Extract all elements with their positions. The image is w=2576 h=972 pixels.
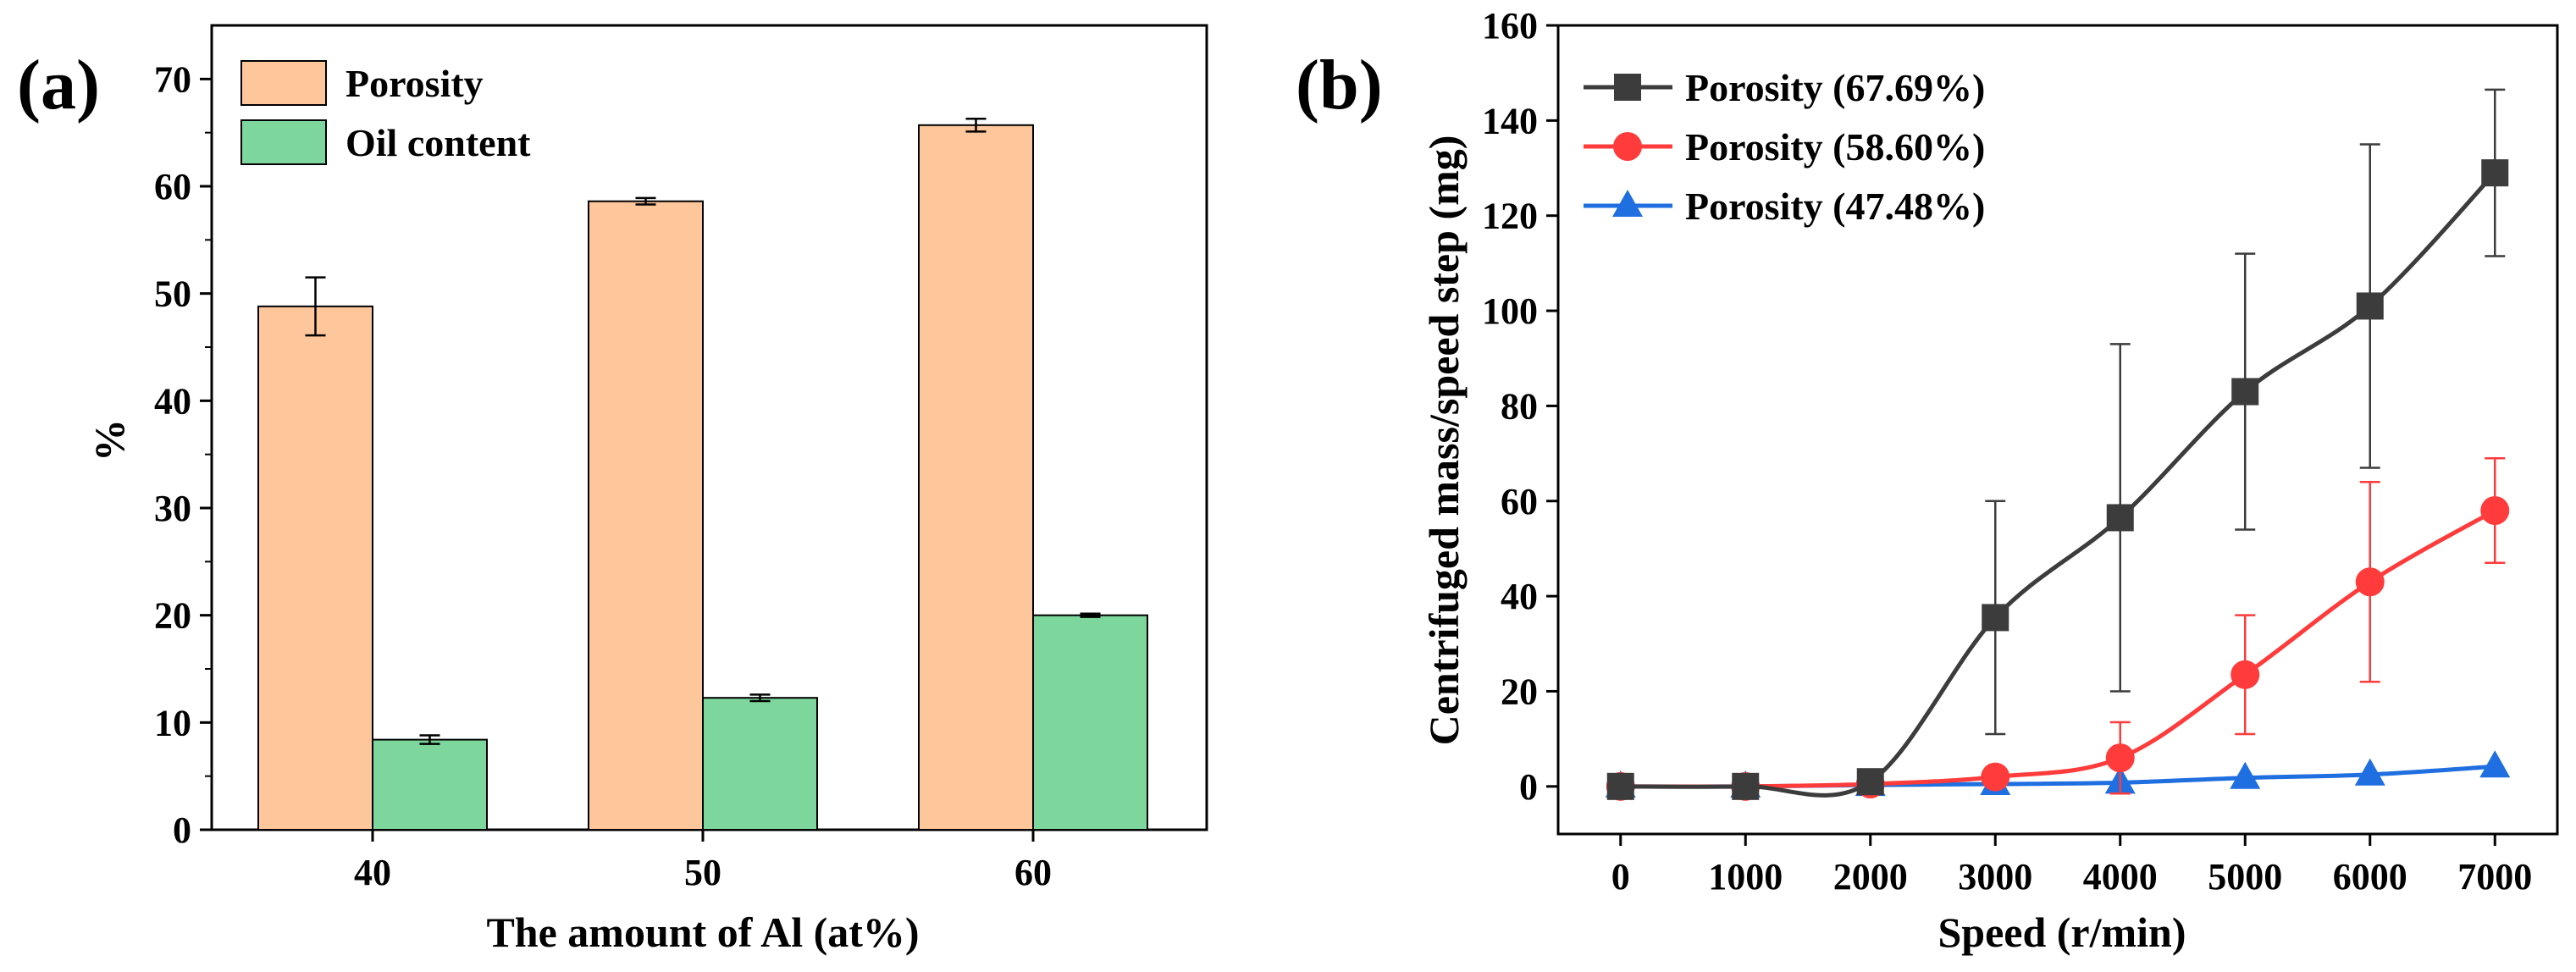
y-tick-label-a: 50 [154, 273, 191, 315]
chart-panel-a: (a) 0 10 20 30 40 50 60 70 40 50 60 Porosity Oil con… [17, 24, 1208, 956]
y-tick-label-a: 60 [154, 166, 191, 207]
x-tick-label-a: 50 [684, 852, 721, 893]
plot-frame-b [1556, 24, 2559, 836]
x-axis-label-a: The amount of Al (at%) [486, 908, 919, 956]
x-tick-label-b: 7000 [2457, 856, 2532, 897]
x-tick-label-b: 0 [1611, 856, 1630, 897]
panel-a-label: (a) [17, 46, 100, 124]
bar-oil-content [1032, 614, 1148, 831]
x-tick-label-a: 60 [1014, 852, 1052, 893]
y-axis-label-a: % [86, 419, 133, 461]
data-point-circle [2231, 660, 2260, 689]
data-point-triangle [2479, 750, 2511, 778]
bar-porosity [257, 305, 373, 831]
y-tick-label-b: 60 [1501, 481, 1538, 522]
bar-oil-content [372, 738, 488, 831]
y-tick-label-b: 80 [1501, 385, 1538, 427]
y-tick-label-b: 120 [1482, 196, 1538, 237]
y-tick-label-a: 40 [154, 380, 191, 422]
series-line-1 [1620, 508, 2496, 789]
data-point-circle [2355, 567, 2385, 597]
data-point-square [2106, 504, 2134, 532]
legend-swatch-porosity [240, 60, 327, 106]
legend-label-b: Porosity (58.60%) [1685, 125, 1985, 168]
legend-label-a: Porosity [345, 62, 484, 105]
x-tick-label-a: 40 [354, 852, 391, 893]
y-axis-label-b: Centrifuged mass/speed step (mg) [1420, 135, 1468, 746]
data-point-triangle [2354, 758, 2385, 786]
y-tick-label-a: 20 [154, 595, 191, 637]
legend-marker-triangle [1612, 190, 1643, 217]
data-point-square [2356, 292, 2384, 320]
data-point-circle [1981, 762, 2010, 792]
data-point-square [2481, 159, 2509, 187]
x-axis-label-b: Speed (r/min) [1938, 908, 2186, 956]
legend-label-a: Oil content [345, 121, 531, 164]
data-point-triangle [2230, 761, 2261, 789]
y-tick-label-b: 0 [1519, 766, 1538, 808]
data-point-circle [2480, 496, 2510, 525]
y-tick-label-b: 20 [1501, 671, 1538, 712]
y-tick-label-b: 160 [1482, 5, 1538, 47]
x-tick-label-b: 2000 [1833, 856, 1908, 897]
data-point-square [1982, 604, 2009, 632]
y-tick-label-a: 30 [154, 488, 191, 529]
plot-area-a: 0 10 20 30 40 50 60 70 40 50 60 Porosity Oil content [154, 24, 1208, 893]
legend-marker-circle [1613, 132, 1642, 161]
x-tick-label-b: 5000 [2208, 856, 2282, 897]
y-tick-label-a: 0 [173, 809, 191, 851]
legend-marker-square [1614, 74, 1641, 101]
data-point-circle [2105, 743, 2135, 773]
bar-porosity [588, 200, 704, 831]
panel-b-label: (b) [1296, 46, 1383, 124]
y-tick-label-b: 40 [1501, 576, 1538, 617]
x-tick-label-b: 6000 [2333, 856, 2407, 897]
x-tick-label-b: 4000 [2083, 856, 2158, 897]
x-tick-label-b: 1000 [1708, 856, 1783, 897]
y-tick-label-a: 70 [154, 58, 191, 100]
series-line-0 [1620, 171, 2497, 798]
data-point-square [1732, 772, 1760, 800]
plot-area-b: 0 20 40 60 80 100 120 140 160 0 1000 2000 3000 4000 50… [1482, 5, 2559, 897]
data-point-square [1856, 768, 1884, 796]
legend-label-b: Porosity (67.69%) [1685, 66, 1985, 109]
bar-oil-content [702, 697, 818, 831]
legend-swatch-oil-content [240, 119, 327, 165]
x-tick-label-b: 3000 [1958, 856, 2032, 897]
legend-label-b: Porosity (47.48%) [1685, 185, 1985, 228]
bar-porosity [918, 124, 1034, 831]
y-tick-label-a: 10 [154, 702, 191, 743]
y-tick-label-b: 140 [1482, 100, 1538, 141]
data-point-square [2231, 378, 2259, 406]
chart-panel-b: (b) 0 20 40 60 80 100 120 140 160 0 1000 2000 3000 40… [1296, 5, 2559, 956]
data-point-square [1606, 772, 1634, 800]
y-tick-label-b: 100 [1482, 290, 1538, 332]
